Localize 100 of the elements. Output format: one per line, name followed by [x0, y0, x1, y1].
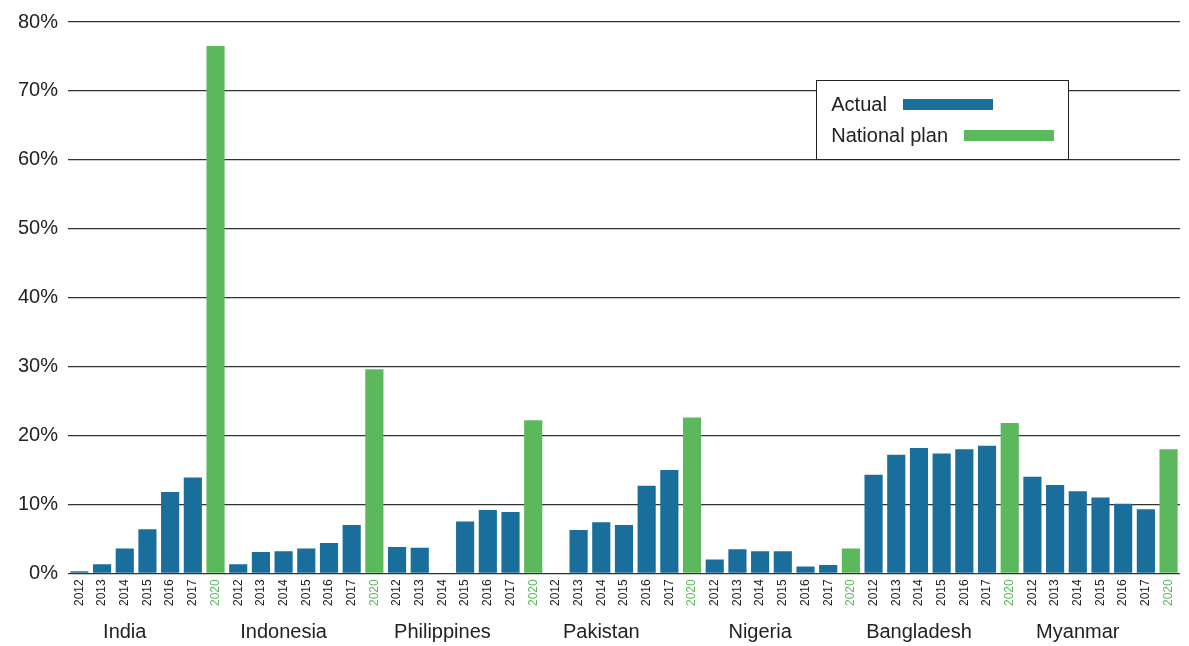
text: Philippines [394, 620, 491, 642]
x-tick-label: 2014 [434, 578, 449, 607]
x-tick-label: 2014 [593, 578, 608, 607]
y-tick-label: 60% [18, 147, 59, 170]
x-tick-label: 2015 [1092, 578, 1107, 607]
bar [864, 474, 883, 573]
x-tick-label: 2014 [275, 578, 290, 607]
x-tick-label: 2016 [480, 578, 495, 607]
x-tick-label: 2017 [661, 578, 676, 607]
bar [115, 548, 134, 573]
x-tick-label: 2012 [865, 578, 880, 607]
bar [410, 547, 429, 573]
x-tick-label: 2012 [548, 578, 563, 607]
bar [342, 525, 361, 573]
x-tick-label: 2020 [1160, 578, 1175, 607]
x-tick-label: 2020 [525, 578, 540, 607]
bar [183, 477, 202, 573]
bar [1159, 449, 1178, 573]
text: Indonesia [240, 620, 328, 642]
x-tick-label: 2015 [933, 578, 948, 607]
x-tick-label: 2013 [1047, 578, 1062, 607]
bar [614, 525, 634, 573]
x-tick-label: 2015 [139, 578, 154, 607]
bar [909, 447, 929, 573]
x-tick-label: 2016 [797, 578, 812, 607]
bar [705, 559, 724, 573]
bar [955, 449, 974, 573]
bar [456, 521, 475, 573]
x-tick-label: 2015 [298, 578, 313, 607]
legend-label: National plan [831, 124, 948, 147]
bar [229, 564, 248, 573]
bar [637, 485, 656, 573]
y-tick-label: 70% [18, 78, 59, 101]
y-tick-label: 30% [18, 354, 59, 377]
x-tick-label: 2013 [253, 578, 268, 607]
y-tick-label: 50% [18, 216, 59, 239]
bar [501, 511, 520, 573]
text: Pakistan [562, 620, 640, 642]
x-tick-label: 2012 [230, 578, 245, 607]
bar [751, 551, 770, 573]
x-tick-label: 2017 [502, 578, 517, 607]
y-tick-label: 40% [18, 285, 59, 308]
text: Myanmar [1036, 620, 1120, 642]
bar [932, 453, 951, 573]
bar [773, 551, 792, 573]
text: India [103, 620, 148, 642]
bar [387, 547, 407, 573]
text: Bangladesh [866, 620, 972, 642]
bar [728, 549, 747, 573]
x-tick-label: 2013 [94, 578, 109, 607]
bar [206, 46, 225, 573]
x-tick-label: 2014 [911, 578, 926, 607]
bar [274, 551, 293, 573]
x-tick-label: 2015 [775, 578, 790, 607]
x-tick-label: 2013 [570, 578, 585, 607]
x-tick-label: 2017 [343, 578, 358, 607]
x-tick-label: 2017 [820, 578, 835, 607]
x-tick-label: 2017 [979, 578, 994, 607]
bar [1136, 509, 1155, 573]
x-tick-label: 2020 [366, 578, 381, 607]
x-tick-label: 2013 [412, 578, 427, 607]
bar [1068, 491, 1087, 573]
bar [1023, 476, 1042, 573]
x-tick-label: 2020 [1002, 578, 1017, 607]
bar [1000, 423, 1019, 573]
bar [592, 522, 611, 573]
y-tick-label: 80% [18, 9, 59, 32]
bar [977, 445, 997, 573]
x-tick-label: 2013 [729, 578, 744, 607]
x-tick-label: 2012 [1024, 578, 1039, 607]
y-tick-label: 0% [29, 560, 59, 583]
x-tick-label: 2016 [638, 578, 653, 607]
y-tick-label: 20% [18, 422, 59, 445]
bar [887, 454, 906, 573]
x-tick-label: 2015 [616, 578, 631, 607]
bar [1091, 497, 1110, 573]
bar [251, 551, 270, 573]
x-tick-label: 2016 [1115, 578, 1130, 607]
bar [524, 420, 543, 573]
x-tick-label: 2017 [185, 578, 200, 607]
bar [1114, 503, 1133, 573]
x-tick-label: 2020 [843, 578, 858, 607]
bar [841, 548, 860, 573]
x-tick-label: 2014 [1070, 578, 1085, 607]
x-tick-label: 2012 [71, 578, 86, 607]
x-tick-label: 2020 [684, 578, 699, 607]
bar [92, 564, 112, 573]
text: Nigeria [728, 620, 793, 642]
x-tick-label: 2016 [321, 578, 336, 607]
y-tick-label: 10% [18, 491, 59, 514]
bar [796, 566, 815, 573]
bar [297, 548, 316, 573]
x-tick-label: 2016 [956, 578, 971, 607]
legend-label: Actual [831, 93, 887, 116]
bar [1046, 485, 1065, 573]
x-tick-label: 2014 [752, 578, 767, 607]
bar [569, 529, 588, 573]
bar [682, 417, 702, 573]
bar [365, 369, 384, 573]
bar [161, 491, 180, 573]
